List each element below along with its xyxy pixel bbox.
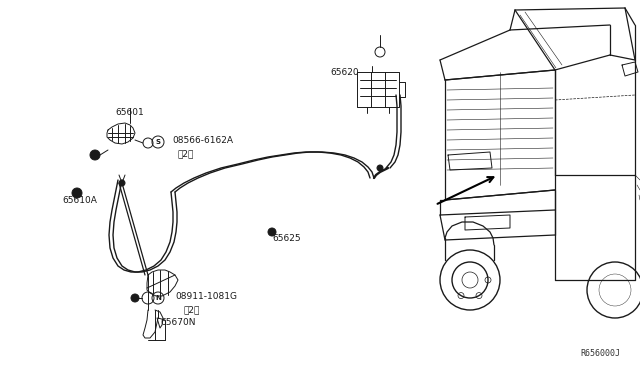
Text: 65670N: 65670N [160, 318, 195, 327]
Text: 65625: 65625 [272, 234, 301, 243]
Text: 65620: 65620 [330, 68, 358, 77]
Circle shape [131, 294, 139, 302]
Text: （2）: （2） [183, 305, 200, 314]
Text: 65610A: 65610A [62, 196, 97, 205]
Text: 65601: 65601 [115, 108, 144, 117]
Text: 08566-6162A: 08566-6162A [172, 136, 233, 145]
Circle shape [90, 150, 100, 160]
Circle shape [72, 188, 82, 198]
Circle shape [268, 228, 276, 236]
Text: （2）: （2） [178, 149, 195, 158]
Text: S: S [156, 139, 161, 145]
Text: N: N [155, 295, 161, 301]
Circle shape [119, 180, 125, 186]
Text: 08911-1081G: 08911-1081G [175, 292, 237, 301]
Circle shape [377, 165, 383, 171]
Text: R656000J: R656000J [580, 349, 620, 358]
